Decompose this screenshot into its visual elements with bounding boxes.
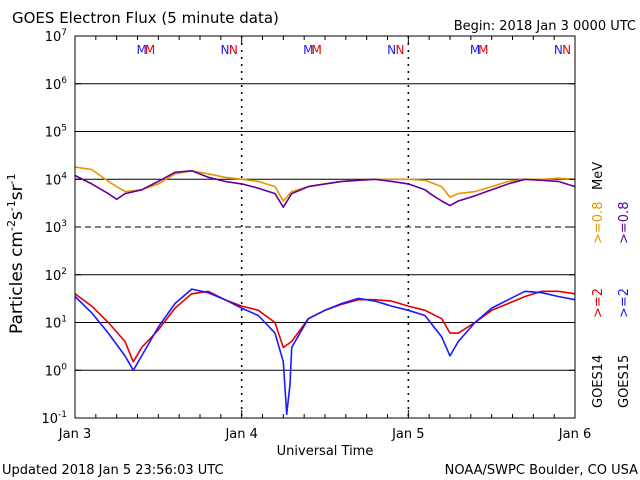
mn-marker: N [554,43,563,57]
mn-marker: M [303,43,313,57]
chart-title: GOES Electron Flux (5 minute data) [12,9,279,27]
legend-ge08-goes14: >=0.8 [591,202,606,244]
footer-credit: NOAA/SWPC Boulder, CO USA [445,463,638,478]
y-axis-label-exp1: -2 [5,220,18,231]
svg-text:Particles cm-2s-1sr-1: Particles cm-2s-1sr-1 [5,173,27,334]
mn-marker: N [387,43,396,57]
mn-marker: N [229,43,238,57]
footer-updated: Updated 2018 Jan 5 23:56:03 UTC [2,463,224,478]
y-tick-label: 105 [45,124,67,141]
legend-ge2-goes14: >=2 [591,288,606,318]
legend-ge2-goes15: >=2 [617,288,632,318]
x-tick-label: Jan 4 [224,427,257,442]
x-tick-label: Jan 5 [391,427,424,442]
mn-marker: M [311,43,321,57]
y-axis-label-mid2: sr [7,184,27,200]
mn-marker: N [396,43,405,57]
y-axis: 107 106 105 104 103 102 101 100 10-1 [41,28,575,427]
x-tick-label: Jan 6 [558,427,591,442]
y-axis-label-main: Particles cm [7,231,27,334]
x-tick-label: Jan 3 [58,427,91,442]
legend-mev: MeV [591,162,606,190]
legend: MeV >=0.8 >=0.8 >=2 >=2 GOES14 GOES15 [591,162,632,408]
y-axis-label: Particles cm-2s-1sr-1 [5,173,27,334]
legend-ge08-goes15: >=0.8 [617,202,632,244]
series-line-3 [74,288,576,416]
begin-label: Begin: 2018 Jan 3 0000 UTC [454,19,636,34]
series-layer [74,166,576,416]
legend-goes15: GOES15 [617,355,632,408]
y-tick-label: 102 [45,267,67,284]
mn-marker: N [562,43,571,57]
x-axis: Jan 3 Jan 4 Jan 5 Jan 6 [58,36,591,442]
y-axis-label-exp3: -1 [5,173,18,184]
y-axis-label-mid1: s [7,211,27,220]
mn-marker: M [136,43,146,57]
y-tick-label: 101 [45,315,67,332]
series-line-2 [74,290,576,363]
mn-marker: N [221,43,230,57]
y-tick-label: 103 [45,219,67,236]
mn-marker: M [145,43,155,57]
mn-marker: M [470,43,480,57]
grid [75,36,575,418]
y-tick-label: 104 [45,171,68,188]
mn-markers: MM N N MM N N MM N N [136,43,571,57]
y-tick-label: 10-1 [41,410,67,427]
y-tick-label: 107 [45,28,67,45]
x-axis-label: Universal Time [277,444,374,459]
y-tick-label: 106 [45,76,68,93]
y-axis-label-exp2: -1 [5,200,18,211]
y-tick-label: 100 [45,362,68,379]
mn-marker: M [478,43,488,57]
series-line-1 [74,170,576,208]
legend-goes14: GOES14 [591,355,606,408]
